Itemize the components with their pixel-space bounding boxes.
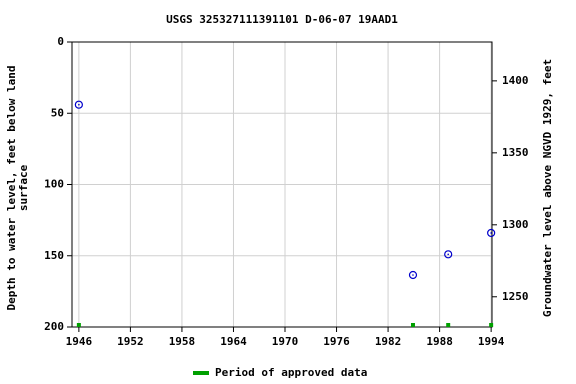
data-point	[408, 270, 418, 280]
y2-tick-label: 1400	[502, 74, 529, 87]
x-tick-label: 1952	[117, 335, 144, 348]
y-axis-label: surface	[17, 164, 30, 211]
x-tick-label: 1976	[323, 335, 350, 348]
approved-period	[446, 323, 451, 327]
y-tick-label: 50	[51, 106, 64, 119]
legend-label: Period of approved data	[215, 366, 367, 379]
plot-frame	[71, 41, 493, 328]
data-point-center	[490, 232, 492, 234]
x-tick-label: 1988	[426, 335, 453, 348]
y2-axis-label: Groundwater level above NGVD 1929, feet	[541, 59, 554, 317]
data-point-center	[412, 274, 414, 276]
y2-tick-label: 1300	[502, 218, 529, 231]
approved-period	[76, 323, 81, 327]
x-tick-label: 1982	[375, 335, 402, 348]
y-tick-label: 150	[44, 249, 64, 262]
y2-tick-label: 1350	[502, 146, 529, 159]
x-tick-label: 1958	[169, 335, 196, 348]
x-tick-label: 1964	[220, 335, 247, 348]
approved-period	[410, 323, 415, 327]
x-tick-label: 1946	[66, 335, 93, 348]
approved-period	[489, 323, 494, 327]
data-point	[444, 250, 453, 259]
data-point-center	[447, 253, 449, 256]
y-axis-label: Depth to water level, feet below land	[5, 65, 18, 310]
data-point	[487, 228, 496, 238]
y-tick-label: 200	[44, 320, 64, 333]
x-tick-label: 1994	[478, 335, 505, 348]
data-point-center	[78, 103, 80, 106]
chart-title: USGS 325327111391101 D-06-07 19AAD1	[166, 13, 398, 26]
y2-tick-label: 1250	[502, 290, 529, 303]
y-tick-label: 0	[57, 35, 64, 48]
y-tick-label: 100	[44, 178, 64, 191]
data-point	[74, 100, 83, 109]
x-tick-label: 1970	[272, 335, 299, 348]
